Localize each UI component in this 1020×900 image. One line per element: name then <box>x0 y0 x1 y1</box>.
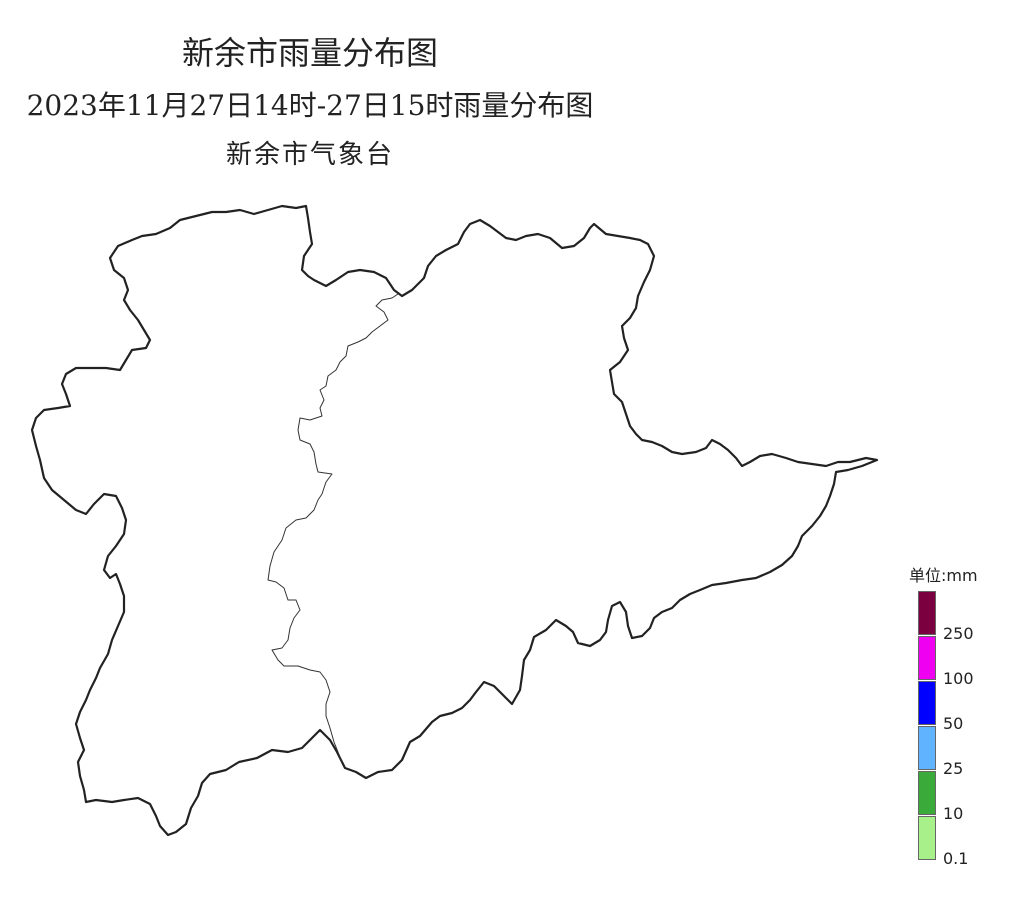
rainfall-legend: 单位:mm 250 100 50 25 10 0.1 <box>909 562 1009 882</box>
legend-threshold-label: 10 <box>943 804 964 823</box>
map-title: 新余市雨量分布图 <box>181 34 438 72</box>
legend-color-box <box>918 591 936 635</box>
issuing-agency: 新余市气象台 <box>225 140 394 170</box>
legend-color-box <box>918 681 936 725</box>
legend-color-box <box>918 726 936 770</box>
map-subtitle: 2023年11月27日14时-27日15时雨量分布图 <box>26 89 594 122</box>
legend-threshold-label: 0.1 <box>943 849 969 868</box>
legend-color-box <box>918 816 936 860</box>
district-boundary <box>267 293 399 763</box>
legend-color-box <box>918 636 936 680</box>
legend-unit-label: 单位:mm <box>909 566 978 585</box>
legend-color-box <box>918 771 936 815</box>
legend-threshold-label: 50 <box>943 714 964 733</box>
legend-threshold-label: 25 <box>943 759 964 778</box>
legend-threshold-label: 250 <box>943 624 974 643</box>
legend-threshold-label: 100 <box>943 669 974 688</box>
city-outline <box>30 204 879 837</box>
